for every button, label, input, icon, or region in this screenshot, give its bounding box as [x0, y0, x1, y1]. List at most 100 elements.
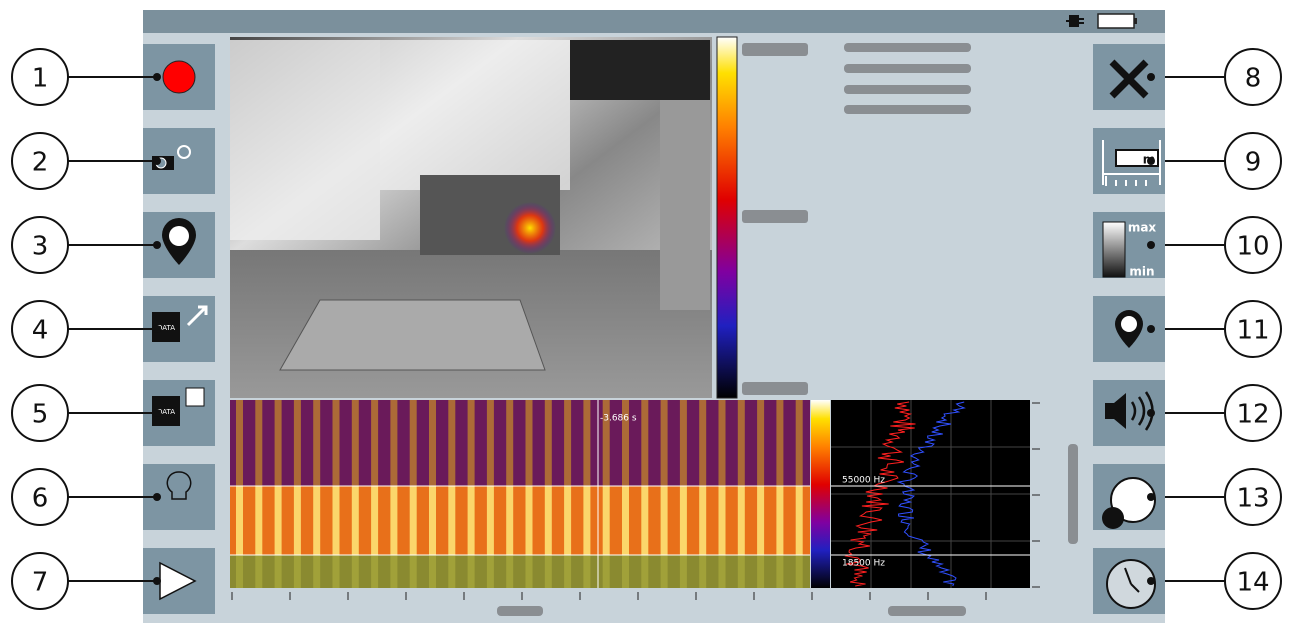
spectrogram-stripe [776, 400, 784, 486]
spectrogram-stripe [274, 400, 282, 486]
pin-inner [169, 226, 189, 246]
spectrogram-stripe [544, 555, 552, 588]
spectrogram-stripe [660, 400, 668, 486]
spectrogram-stripe [564, 555, 572, 588]
spectrogram-stripe [699, 555, 707, 588]
callout-dot [1147, 157, 1155, 165]
callout-dot [153, 577, 161, 585]
spectrogram-stripe [583, 486, 591, 555]
freq-marker: 55000 Hz [842, 476, 885, 486]
spectrogram-stripe [351, 486, 359, 555]
spectrogram-stripe [274, 486, 282, 555]
spectrogram-stripe [506, 555, 514, 588]
scrollbar[interactable] [1068, 444, 1078, 544]
callout-circle [11, 132, 69, 190]
spectrogram-stripe [737, 486, 745, 555]
spectrogram-stripe [544, 486, 552, 555]
export-arrow [186, 305, 208, 327]
freq-marker: 18500 Hz [842, 559, 885, 569]
callout-number: 6 [32, 484, 49, 514]
spectrogram-stripe [525, 400, 533, 486]
spectrogram-stripe [486, 486, 494, 555]
spectrogram-stripe [776, 555, 784, 588]
callout-circle [1224, 48, 1282, 106]
spectrogram-stripe [467, 555, 475, 588]
spectrogram-stripe [448, 486, 456, 555]
callout-number: 1 [32, 64, 49, 94]
spectrogram-stripe [602, 400, 610, 486]
axis-ticks [231, 402, 1040, 600]
callout-dot [153, 157, 161, 165]
spectrogram-stripe [486, 400, 494, 486]
spectrogram-stripe [525, 555, 533, 588]
spectrogram-stripe [641, 400, 649, 486]
spectrogram-stripe [448, 400, 456, 486]
callout-circle [1224, 552, 1282, 610]
range-max: max [1128, 221, 1157, 235]
spectrogram-stripe [293, 400, 301, 486]
spectrogram-stripe [757, 400, 765, 486]
battery-tip [1134, 18, 1137, 24]
info-placeholders [844, 43, 971, 114]
callout-dot [153, 493, 161, 501]
timer-icon [1110, 477, 1156, 523]
scale-min-placeholder [742, 382, 808, 395]
spectrogram-stripe [409, 400, 417, 486]
spectrogram-stripe [486, 555, 494, 588]
spectrogram-stripe [293, 486, 301, 555]
callout-dot [1147, 241, 1155, 249]
spectrogram-stripe [718, 486, 726, 555]
spectrogram-stripe [236, 400, 243, 486]
spectrogram-stripe [448, 555, 456, 588]
spectrogram-stripe [564, 486, 572, 555]
callout-circle [11, 216, 69, 274]
spectrogram-stripe [757, 486, 765, 555]
callout-circle [11, 468, 69, 526]
x-placeholder [497, 606, 543, 616]
record-icon [162, 60, 196, 94]
spectrogram-stripe [795, 400, 803, 486]
callout-number: 2 [32, 148, 49, 178]
callout-dot [1147, 409, 1155, 417]
callout-number: 5 [32, 400, 49, 430]
spectrogram-stripe [679, 555, 687, 588]
spectrogram-stripe [409, 486, 417, 555]
spectrogram-stripe [429, 555, 436, 588]
spectrogram-stripe [737, 555, 745, 588]
spectrogram [230, 400, 810, 588]
close-icon [1109, 59, 1149, 99]
callout-number: 13 [1236, 484, 1269, 514]
speaker-icon [1105, 393, 1126, 429]
clock-hands [1124, 567, 1140, 593]
light-icon [177, 145, 191, 159]
spectrogram-stripe [371, 555, 379, 588]
callout-circle [11, 384, 69, 442]
callout-circle [11, 552, 69, 610]
spectrogram-stripe [525, 486, 533, 555]
spectrogram-stripe [409, 555, 417, 588]
spectrogram-stripe [583, 555, 591, 588]
callout-dot [1147, 325, 1155, 333]
battery [1097, 13, 1135, 29]
data-label: DATA [157, 408, 175, 416]
spectrogram-stripe [390, 555, 398, 588]
spectrogram-stripe [679, 400, 687, 486]
spectrogram-stripe [718, 400, 726, 486]
pin-inner [1121, 316, 1137, 332]
callout-number: 11 [1236, 316, 1269, 346]
callout-dot [1147, 73, 1155, 81]
spectrogram-stripe [390, 486, 398, 555]
spectrogram-stripe [660, 486, 668, 555]
spectrogram-stripe [622, 555, 629, 588]
spectrogram-stripe [776, 486, 784, 555]
spectrogram-stripe [332, 486, 340, 555]
callout-number: 10 [1236, 232, 1269, 262]
spectrogram-stripe [737, 400, 745, 486]
spectrogram-stripe [641, 555, 649, 588]
spectrogram-stripe [255, 555, 263, 588]
spectrogram-stripe [293, 555, 301, 588]
spectrogram-stripe [641, 486, 649, 555]
color-scale [716, 36, 738, 399]
callout-number: 14 [1236, 568, 1269, 598]
spectrogram-stripe [699, 400, 707, 486]
